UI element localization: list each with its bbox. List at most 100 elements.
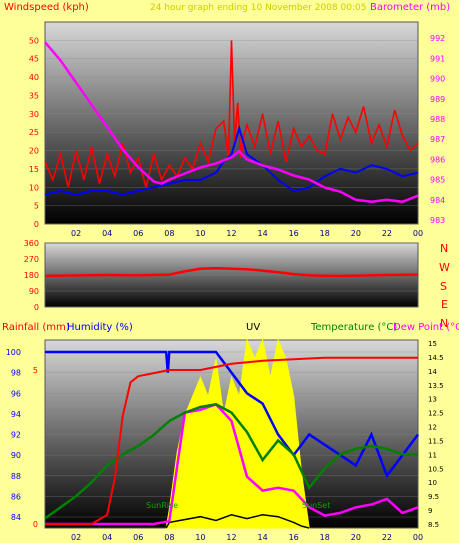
bottom-x-tick-label: 12 <box>226 533 236 542</box>
temp-y-tick-label: 10 <box>428 479 437 487</box>
humidity-y-tick-label: 84 <box>11 513 21 522</box>
compass-w: W <box>439 261 450 274</box>
wind-y-tick-label: 15 <box>29 165 39 174</box>
rain-y-tick-label: 5 <box>33 366 38 375</box>
temp-y-tick-label: 9.5 <box>428 493 439 501</box>
baro-y-tick-label: 989 <box>430 95 445 104</box>
baro-y-tick-label: 985 <box>430 176 445 185</box>
uv-series-area <box>165 338 310 529</box>
bottom-x-tick-label: 08 <box>164 533 174 542</box>
wind-x-tick-label: 08 <box>164 229 174 238</box>
temp-y-tick-label: 12 <box>428 424 437 432</box>
baro-y-tick-label: 983 <box>430 216 445 225</box>
humidity-y-tick-label: 100 <box>6 348 21 357</box>
wind-x-tick-label: 10 <box>195 229 205 238</box>
baro-y-tick-label: 984 <box>430 196 445 205</box>
sunrise-label: SunRise <box>146 501 178 510</box>
wind-y-tick-label: 45 <box>29 55 39 64</box>
baro-y-tick-label: 986 <box>430 155 445 164</box>
wind-x-tick-label: 00 <box>413 229 423 238</box>
temp-y-tick-label: 13 <box>428 396 437 404</box>
direction-y-tick-label: 0 <box>34 303 39 312</box>
compass-n-top: N <box>440 242 448 255</box>
temp-y-tick-label: 13.5 <box>428 382 444 390</box>
bottom-x-tick-label: 16 <box>289 533 299 542</box>
uv-axis-label: UV <box>246 322 260 333</box>
bottom-x-tick-label: 10 <box>195 533 205 542</box>
wind-y-tick-label: 30 <box>29 110 39 119</box>
humidity-y-tick-label: 90 <box>11 451 21 460</box>
wind-y-tick-label: 5 <box>34 202 39 211</box>
wind-x-tick-label: 04 <box>102 229 112 238</box>
bottom-x-tick-label: 06 <box>133 533 143 542</box>
direction-y-tick-label: 90 <box>29 287 39 296</box>
wind-x-tick-label: 14 <box>257 229 267 238</box>
wind-x-tick-label: 18 <box>320 229 330 238</box>
baro-y-tick-label: 992 <box>430 34 445 43</box>
wind-y-tick-label: 40 <box>29 73 39 82</box>
direction-y-tick-label: 360 <box>24 239 39 248</box>
rain-y-tick-label: 0 <box>33 520 38 529</box>
bottom-x-tick-label: 02 <box>71 533 81 542</box>
bottom-x-tick-label: 20 <box>351 533 361 542</box>
baro-y-tick-label: 990 <box>430 75 445 84</box>
temp-y-tick-label: 9 <box>428 507 432 515</box>
bottom-x-tick-label: 22 <box>382 533 392 542</box>
temp-y-tick-label: 12.5 <box>428 410 444 418</box>
rain-hum-temp-chart: 8486889092949698100058.599.51010.51111.5… <box>6 338 444 542</box>
barometer-axis-label: Barometer (mb) <box>370 2 450 13</box>
barometer-series-line <box>44 41 419 204</box>
wind-x-tick-label: 02 <box>71 229 81 238</box>
wind-average-series-line <box>44 125 419 196</box>
wind-x-tick-label: 16 <box>289 229 299 238</box>
wind-x-tick-label: 22 <box>382 229 392 238</box>
wind-y-tick-label: 0 <box>34 220 39 229</box>
temp-y-tick-label: 11 <box>428 451 437 459</box>
graph-title: 24 hour graph ending 10 November 2008 00… <box>150 3 366 13</box>
temp-y-tick-label: 14 <box>428 368 437 376</box>
wind-x-tick-label: 06 <box>133 229 143 238</box>
rainfall-axis-label: Rainfall (mm) <box>2 322 70 333</box>
bottom-x-tick-label: 14 <box>257 533 267 542</box>
compass-e: E <box>441 298 448 311</box>
wind-y-tick-label: 25 <box>29 128 39 137</box>
rainfall-series-line <box>45 356 418 525</box>
dewpoint-axis-label: Dew Point (°C) <box>393 322 459 333</box>
humidity-y-tick-label: 92 <box>11 431 21 440</box>
wind-y-tick-label: 50 <box>29 36 39 45</box>
direction-chart: 0 90 180 270 360 <box>24 239 419 312</box>
temp-y-tick-label: 8.5 <box>428 521 439 529</box>
wind-y-tick-label: 10 <box>29 183 39 192</box>
compass-n-bottom: N <box>440 317 448 330</box>
bottom-x-tick-label: 04 <box>102 533 112 542</box>
temp-y-tick-label: 11.5 <box>428 437 444 445</box>
temperature-axis-label: Temperature (°C) <box>310 322 397 333</box>
humidity-axis-label: Humidity (%) <box>67 322 133 333</box>
baro-y-tick-label: 988 <box>430 115 445 124</box>
temperature-series-line <box>44 402 418 520</box>
wind-y-tick-label: 20 <box>29 147 39 156</box>
direction-y-tick-label: 180 <box>24 271 39 280</box>
compass-s: S <box>440 280 447 293</box>
humidity-y-tick-label: 98 <box>11 369 21 378</box>
temp-y-tick-label: 14.5 <box>428 354 444 362</box>
humidity-y-tick-label: 94 <box>11 410 21 419</box>
humidity-series-line <box>45 350 419 479</box>
wind-y-tick-label: 35 <box>29 91 39 100</box>
direction-y-tick-label: 270 <box>24 255 39 264</box>
humidity-y-tick-label: 86 <box>11 492 21 501</box>
wind-baro-chart: 0 5 10 15 20 25 30 35 40 45 50 983 984 985 986 987 988 98… <box>29 34 445 238</box>
bottom-x-tick-label: 18 <box>320 533 330 542</box>
baro-y-tick-label: 991 <box>430 54 445 63</box>
bottom-x-tick-label: 00 <box>413 533 423 542</box>
wind-x-tick-label: 20 <box>351 229 361 238</box>
temp-y-tick-label: 15 <box>428 340 437 348</box>
wind-direction-series-line <box>44 266 419 278</box>
solar-series-line <box>165 514 310 529</box>
sunset-label: SunSet <box>302 501 330 510</box>
humidity-y-tick-label: 96 <box>11 389 21 398</box>
temp-y-tick-label: 10.5 <box>428 465 444 473</box>
baro-y-tick-label: 987 <box>430 135 445 144</box>
